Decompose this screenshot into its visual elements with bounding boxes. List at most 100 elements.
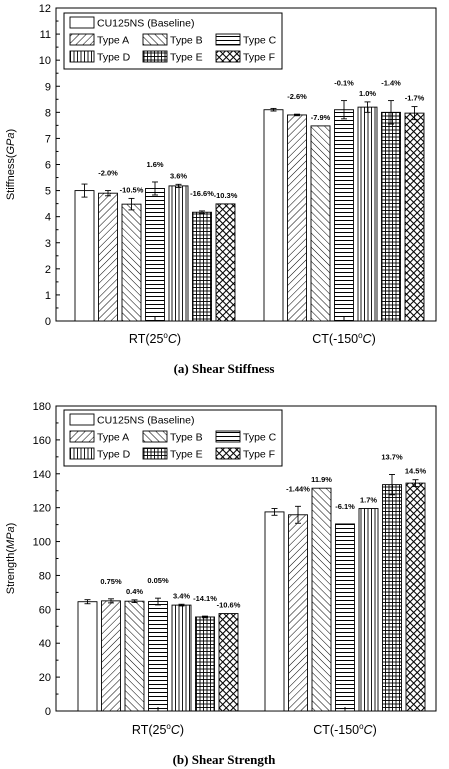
x-category-label-sup: o	[359, 722, 364, 731]
bar	[310, 125, 331, 322]
figure-caption: (a) Shear Stiffness	[174, 361, 275, 376]
legend-label: Type E	[170, 52, 203, 64]
x-category-label-prefix: CT(-150	[313, 723, 359, 737]
data-label: -2.6%	[287, 92, 307, 101]
bar	[405, 482, 426, 712]
y-tick-label: 5	[45, 186, 51, 198]
bar	[381, 111, 401, 322]
legend-label: Type C	[243, 35, 277, 47]
y-axis-label: Strength(MPa)	[5, 523, 17, 595]
data-label: 0.4%	[126, 587, 143, 596]
legend-label: Type E	[170, 449, 203, 461]
x-category-label-sup: o	[163, 331, 168, 340]
data-label: 14.5%	[405, 467, 427, 476]
legend-swatch	[69, 33, 95, 46]
y-tick-label: 4	[45, 212, 51, 224]
y-tick-label: 8	[45, 107, 51, 119]
y-tick-label: 10	[39, 55, 51, 67]
x-category-label: CT(-150oC)	[312, 331, 376, 346]
legend-label: Type C	[243, 432, 277, 444]
legend-box	[63, 12, 283, 70]
data-label: 11.9%	[311, 475, 332, 484]
y-axis-label-suffix: )	[5, 523, 17, 527]
bar	[148, 601, 168, 712]
y-tick-label: 6	[45, 160, 51, 172]
legend-swatch	[215, 430, 241, 443]
legend-box	[63, 409, 283, 467]
y-axis-label: Stiffness(GPa)	[5, 129, 17, 200]
bar	[124, 600, 145, 712]
data-label: -10.3%	[214, 191, 238, 200]
y-axis: 0 20 40 60 80 100 120 140 160 180	[33, 401, 60, 718]
legend-swatch	[215, 33, 241, 46]
y-axis-label-suffix: )	[5, 129, 17, 133]
bar	[218, 613, 239, 712]
data-label: 3.6%	[170, 171, 187, 180]
data-label: 13.7%	[381, 452, 403, 461]
bar	[357, 106, 378, 322]
y-tick-label: 160	[33, 435, 51, 447]
bar	[264, 511, 285, 712]
y-tick-label: 1	[45, 290, 51, 302]
bar-group: -2.6% -7.9% -0.1% 1.0% -1.4% -1.7%	[263, 79, 425, 322]
y-tick-label: 0	[45, 706, 51, 718]
y-tick-label: 80	[39, 570, 51, 582]
bar	[358, 508, 379, 712]
y-tick-label: 3	[45, 238, 51, 250]
x-category-label-prefix: RT(25	[132, 723, 167, 737]
bar	[98, 192, 118, 322]
legend-label: Type F	[243, 52, 275, 64]
y-tick-label: 11	[40, 29, 51, 41]
bar	[121, 203, 142, 322]
legend-label: Type B	[170, 35, 203, 47]
y-tick-label: 60	[39, 604, 51, 616]
x-category-label-suffix: )	[177, 332, 181, 346]
legend-swatch	[215, 50, 241, 63]
legend-swatch	[69, 16, 95, 29]
legend-label: CU125NS (Baseline)	[97, 18, 194, 30]
data-label: -2.0%	[98, 169, 118, 178]
legend: CU125NS (Baseline) Type A Type B Type C Type…	[63, 409, 283, 467]
bar-group: 0.75% 0.4% 0.05% 3.4% -14.1%-10.6%	[77, 576, 241, 712]
legend: CU125NS (Baseline) Type A Type B Type C Type…	[63, 12, 283, 70]
data-label: -1.44%	[286, 484, 310, 493]
data-label: -10.5%	[120, 185, 144, 194]
bar	[168, 185, 189, 322]
bar	[404, 112, 425, 322]
data-label: 1.7%	[360, 496, 377, 505]
data-label: 1.6%	[146, 160, 163, 169]
bar	[215, 203, 236, 322]
data-label: 0.75%	[100, 577, 122, 586]
x-category-label-prefix: CT(-150	[312, 332, 358, 346]
data-label: -6.1%	[335, 502, 355, 511]
bar	[74, 190, 95, 322]
x-category-label: RT(25oC)	[129, 331, 181, 346]
bar	[77, 601, 98, 712]
legend-label: Type F	[243, 449, 275, 461]
y-tick-label: 7	[45, 133, 51, 145]
y-tick-label: 120	[33, 503, 51, 515]
y-tick-label: 40	[39, 638, 51, 650]
stiffness-chart: 0123456789101112Stiffness(GPa)-2.0%-10.5…	[5, 3, 437, 376]
x-category-label-unit: C	[171, 723, 181, 737]
bar	[192, 211, 212, 322]
y-axis-label-prefix: Stiffness(	[5, 154, 17, 200]
data-label: 0.05%	[147, 576, 169, 585]
bar-group: -2.0%-10.5% 1.6% 3.6%-16.6% -10.3%	[74, 160, 238, 322]
x-category-label-suffix: )	[180, 723, 184, 737]
bar	[195, 616, 215, 712]
data-label: -16.6%	[190, 189, 214, 198]
bar-group: -1.44%11.9% -6.1% 1.7% 13.7%14.5%	[264, 452, 427, 712]
bar	[263, 109, 284, 322]
bar	[171, 604, 192, 712]
x-category-label-suffix: )	[373, 723, 377, 737]
figure-caption: (b) Shear Strength	[173, 752, 277, 767]
legend-swatch	[142, 447, 168, 460]
y-tick-label: 0	[45, 316, 51, 328]
y-tick-label: 20	[39, 672, 51, 684]
bar	[145, 188, 165, 322]
x-category-label-sup: o	[358, 331, 363, 340]
